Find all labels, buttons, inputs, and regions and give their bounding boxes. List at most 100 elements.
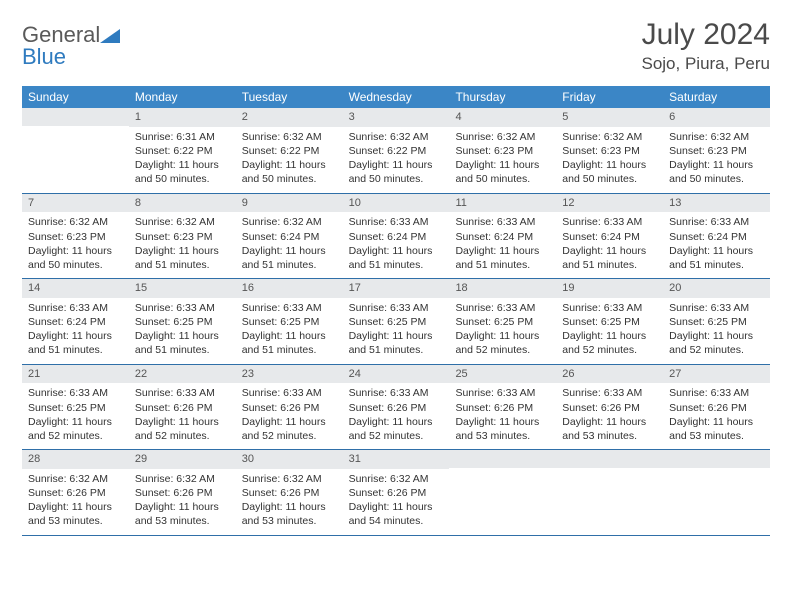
day-content: Sunrise: 6:32 AMSunset: 6:26 PMDaylight:…: [129, 469, 236, 535]
day-cell: 7Sunrise: 6:32 AMSunset: 6:23 PMDaylight…: [22, 194, 129, 279]
day-content: Sunrise: 6:33 AMSunset: 6:25 PMDaylight:…: [556, 298, 663, 364]
daylight-text: Daylight: 11 hours: [455, 415, 550, 429]
daylight-text: Daylight: 11 hours: [669, 158, 764, 172]
daylight-text: and 52 minutes.: [349, 429, 444, 443]
daylight-text: and 53 minutes.: [242, 514, 337, 528]
day-cell: 28Sunrise: 6:32 AMSunset: 6:26 PMDayligh…: [22, 450, 129, 535]
day-cell: 13Sunrise: 6:33 AMSunset: 6:24 PMDayligh…: [663, 194, 770, 279]
calendar-page: General Blue July 2024 Sojo, Piura, Peru…: [0, 0, 792, 554]
daylight-text: and 50 minutes.: [562, 172, 657, 186]
day-cell: [663, 450, 770, 535]
day-cell: 23Sunrise: 6:33 AMSunset: 6:26 PMDayligh…: [236, 365, 343, 450]
sunset-text: Sunset: 6:25 PM: [349, 315, 444, 329]
sunset-text: Sunset: 6:26 PM: [135, 401, 230, 415]
day-content: Sunrise: 6:33 AMSunset: 6:24 PMDaylight:…: [22, 298, 129, 364]
day-cell: 3Sunrise: 6:32 AMSunset: 6:22 PMDaylight…: [343, 108, 450, 193]
daylight-text: and 51 minutes.: [349, 258, 444, 272]
sunset-text: Sunset: 6:26 PM: [349, 401, 444, 415]
sunset-text: Sunset: 6:26 PM: [455, 401, 550, 415]
daylight-text: Daylight: 11 hours: [349, 500, 444, 514]
daylight-text: Daylight: 11 hours: [562, 415, 657, 429]
day-number: 10: [343, 194, 450, 213]
day-content: Sunrise: 6:32 AMSunset: 6:22 PMDaylight:…: [236, 127, 343, 193]
day-number: 25: [449, 365, 556, 384]
day-cell: 20Sunrise: 6:33 AMSunset: 6:25 PMDayligh…: [663, 279, 770, 364]
sunset-text: Sunset: 6:24 PM: [669, 230, 764, 244]
day-cell: 21Sunrise: 6:33 AMSunset: 6:25 PMDayligh…: [22, 365, 129, 450]
daylight-text: Daylight: 11 hours: [135, 329, 230, 343]
sunrise-text: Sunrise: 6:33 AM: [562, 215, 657, 229]
daylight-text: Daylight: 11 hours: [562, 329, 657, 343]
day-number: 13: [663, 194, 770, 213]
sunrise-text: Sunrise: 6:33 AM: [28, 301, 123, 315]
sunset-text: Sunset: 6:26 PM: [669, 401, 764, 415]
day-cell: [22, 108, 129, 193]
sunset-text: Sunset: 6:23 PM: [135, 230, 230, 244]
daylight-text: and 53 minutes.: [669, 429, 764, 443]
daylight-text: Daylight: 11 hours: [349, 415, 444, 429]
daylight-text: and 53 minutes.: [562, 429, 657, 443]
day-content: Sunrise: 6:33 AMSunset: 6:24 PMDaylight:…: [556, 212, 663, 278]
day-number: 8: [129, 194, 236, 213]
daylight-text: Daylight: 11 hours: [242, 415, 337, 429]
sunset-text: Sunset: 6:26 PM: [28, 486, 123, 500]
logo-part2: Blue: [22, 46, 120, 68]
day-number: 30: [236, 450, 343, 469]
day-number: 31: [343, 450, 450, 469]
day-cell: 18Sunrise: 6:33 AMSunset: 6:25 PMDayligh…: [449, 279, 556, 364]
sunrise-text: Sunrise: 6:32 AM: [242, 472, 337, 486]
weekday-wednesday: Wednesday: [343, 86, 450, 108]
sunrise-text: Sunrise: 6:33 AM: [669, 215, 764, 229]
sunrise-text: Sunrise: 6:32 AM: [135, 215, 230, 229]
daylight-text: and 51 minutes.: [28, 343, 123, 357]
weekday-saturday: Saturday: [663, 86, 770, 108]
weekday-thursday: Thursday: [449, 86, 556, 108]
weekday-tuesday: Tuesday: [236, 86, 343, 108]
sunset-text: Sunset: 6:26 PM: [242, 486, 337, 500]
day-content: Sunrise: 6:32 AMSunset: 6:23 PMDaylight:…: [556, 127, 663, 193]
daylight-text: and 51 minutes.: [455, 258, 550, 272]
month-title: July 2024: [641, 18, 770, 52]
day-content: Sunrise: 6:33 AMSunset: 6:26 PMDaylight:…: [129, 383, 236, 449]
daylight-text: and 53 minutes.: [28, 514, 123, 528]
day-cell: 15Sunrise: 6:33 AMSunset: 6:25 PMDayligh…: [129, 279, 236, 364]
day-content: Sunrise: 6:32 AMSunset: 6:23 PMDaylight:…: [449, 127, 556, 193]
week-row: 21Sunrise: 6:33 AMSunset: 6:25 PMDayligh…: [22, 365, 770, 451]
sunrise-text: Sunrise: 6:33 AM: [562, 301, 657, 315]
day-content: Sunrise: 6:32 AMSunset: 6:26 PMDaylight:…: [343, 469, 450, 535]
title-block: July 2024 Sojo, Piura, Peru: [641, 18, 770, 74]
weekday-friday: Friday: [556, 86, 663, 108]
empty-day-bar: [449, 450, 556, 468]
daylight-text: and 54 minutes.: [349, 514, 444, 528]
daylight-text: and 50 minutes.: [455, 172, 550, 186]
sunset-text: Sunset: 6:23 PM: [562, 144, 657, 158]
weekday-sunday: Sunday: [22, 86, 129, 108]
sunrise-text: Sunrise: 6:32 AM: [349, 472, 444, 486]
day-content: Sunrise: 6:33 AMSunset: 6:25 PMDaylight:…: [449, 298, 556, 364]
daylight-text: Daylight: 11 hours: [242, 500, 337, 514]
day-cell: 9Sunrise: 6:32 AMSunset: 6:24 PMDaylight…: [236, 194, 343, 279]
day-cell: 30Sunrise: 6:32 AMSunset: 6:26 PMDayligh…: [236, 450, 343, 535]
daylight-text: and 53 minutes.: [135, 514, 230, 528]
logo-triangle-icon: [100, 29, 120, 43]
sunset-text: Sunset: 6:25 PM: [669, 315, 764, 329]
sunset-text: Sunset: 6:25 PM: [242, 315, 337, 329]
day-number: 18: [449, 279, 556, 298]
sunrise-text: Sunrise: 6:33 AM: [669, 386, 764, 400]
sunrise-text: Sunrise: 6:33 AM: [242, 386, 337, 400]
day-number: 20: [663, 279, 770, 298]
day-content: Sunrise: 6:32 AMSunset: 6:26 PMDaylight:…: [236, 469, 343, 535]
week-row: 1Sunrise: 6:31 AMSunset: 6:22 PMDaylight…: [22, 108, 770, 194]
day-cell: [556, 450, 663, 535]
day-number: 2: [236, 108, 343, 127]
day-number: 3: [343, 108, 450, 127]
day-cell: 10Sunrise: 6:33 AMSunset: 6:24 PMDayligh…: [343, 194, 450, 279]
sunrise-text: Sunrise: 6:32 AM: [28, 472, 123, 486]
day-number: 15: [129, 279, 236, 298]
day-number: 17: [343, 279, 450, 298]
sunset-text: Sunset: 6:25 PM: [562, 315, 657, 329]
sunrise-text: Sunrise: 6:32 AM: [242, 215, 337, 229]
daylight-text: Daylight: 11 hours: [28, 415, 123, 429]
daylight-text: and 52 minutes.: [242, 429, 337, 443]
day-content: Sunrise: 6:33 AMSunset: 6:25 PMDaylight:…: [22, 383, 129, 449]
